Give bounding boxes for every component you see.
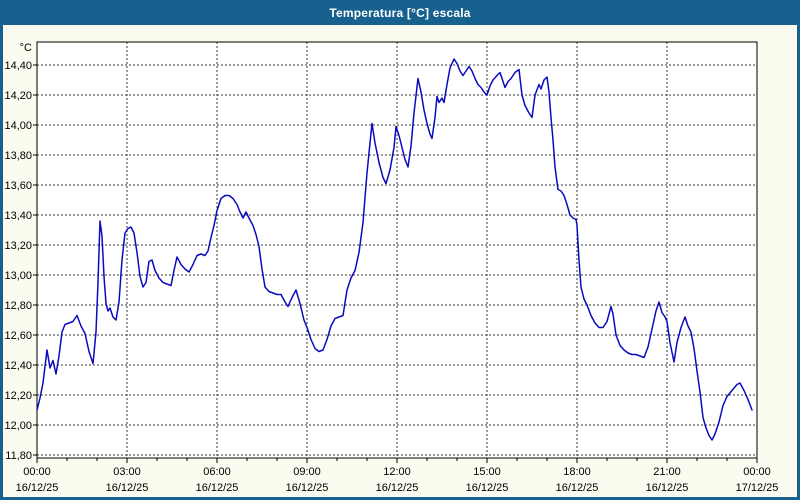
x-axis-ticks	[36, 458, 758, 463]
x-tick-date-label: 16/12/25	[376, 482, 419, 494]
y-tick-label: 14,40	[4, 60, 32, 72]
x-tick-time-label: 00:00	[23, 466, 51, 478]
x-tick-date-label: 16/12/25	[286, 482, 329, 494]
y-tick-label: 13,40	[4, 210, 32, 222]
y-tick-label: 12,20	[4, 390, 32, 402]
x-tick-time-label: 03:00	[113, 466, 141, 478]
y-tick-label: 12,60	[4, 330, 32, 342]
chart-title: Temperatura [°C] escala	[329, 5, 471, 20]
y-axis-unit-label: °C	[20, 42, 32, 54]
chart-area: 14,40 14,20 14,00 13,80 13,60 13,40 13,20 13,00…	[3, 25, 797, 497]
y-tick-label: 13,00	[4, 270, 32, 282]
temperature-chart: 14,40 14,20 14,00 13,80 13,60 13,40 13,20 13,00…	[4, 41, 779, 494]
x-tick-date-label: 16/12/25	[556, 482, 599, 494]
y-tick-label: 14,00	[4, 120, 32, 132]
x-tick-time-label: 18:00	[563, 466, 591, 478]
y-tick-label: 13,60	[4, 180, 32, 192]
x-tick-time-label: 00:00	[743, 466, 771, 478]
x-gridlines	[126, 42, 668, 458]
title-bar[interactable]: Temperatura [°C] escala	[3, 0, 797, 25]
x-tick-date-label: 16/12/25	[646, 482, 689, 494]
x-tick-date-label: 16/12/25	[106, 482, 149, 494]
plot-frame	[36, 41, 758, 459]
x-axis-labels: 00:00 16/12/25 03:00 16/12/25 06:00 16/12/25 0…	[16, 466, 779, 494]
x-tick-date-label: 16/12/25	[466, 482, 509, 494]
x-tick-date-label: 17/12/25	[736, 482, 779, 494]
x-tick-time-label: 15:00	[473, 466, 501, 478]
y-tick-label: 14,20	[4, 90, 32, 102]
y-tick-label: 12,40	[4, 360, 32, 372]
y-tick-label: 13,80	[4, 150, 32, 162]
temperature-line	[36, 58, 753, 441]
x-tick-time-label: 09:00	[293, 466, 321, 478]
y-tick-label: 13,20	[4, 240, 32, 252]
y-tick-label: 12,00	[4, 420, 32, 432]
x-tick-time-label: 06:00	[203, 466, 231, 478]
y-tick-label: 12,80	[4, 300, 32, 312]
x-tick-time-label: 12:00	[383, 466, 411, 478]
y-tick-label: 11,80	[5, 450, 32, 462]
x-tick-date-label: 16/12/25	[16, 482, 59, 494]
x-tick-date-label: 16/12/25	[196, 482, 239, 494]
x-tick-time-label: 21:00	[653, 466, 681, 478]
y-axis-labels: 14,40 14,20 14,00 13,80 13,60 13,40 13,20 13,00…	[4, 42, 32, 462]
